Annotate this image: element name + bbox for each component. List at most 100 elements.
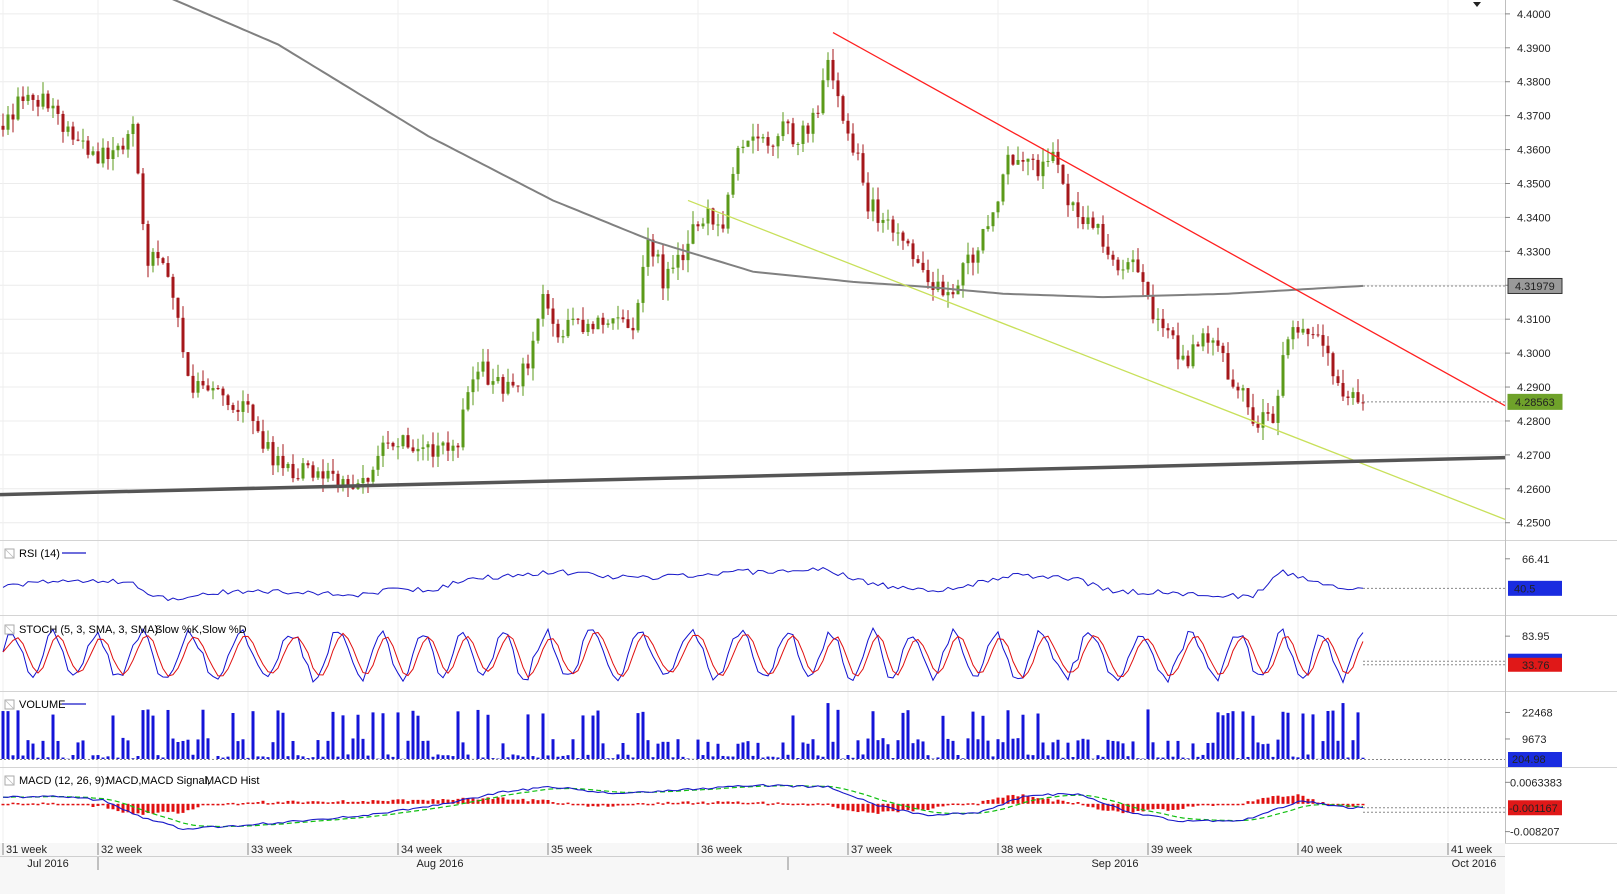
- macd-hist-bar: [571, 803, 575, 806]
- indicator-title: RSI (14): [19, 548, 60, 560]
- price-tick-label: 4.2600: [1517, 484, 1551, 496]
- volume-bar: [226, 756, 230, 759]
- volume-bar: [256, 756, 260, 759]
- stoch-k-box: [1508, 653, 1562, 662]
- volume-bar: [476, 709, 480, 759]
- indicator-title: VOLUME: [19, 699, 65, 711]
- macd-hist-bar: [511, 799, 515, 804]
- volume-bar: [1031, 755, 1035, 759]
- candle-down: [621, 317, 625, 320]
- macd-hist-bar: [821, 803, 825, 806]
- macd-hist-bar: [921, 803, 925, 810]
- support-trendline[interactable]: [0, 455, 1506, 497]
- macd-hist-bar: [981, 800, 985, 804]
- collapse-icon[interactable]: [4, 624, 15, 635]
- macd-hist-bar: [1046, 798, 1050, 804]
- candle-down: [1316, 334, 1320, 336]
- macd-hist-bar: [56, 803, 60, 806]
- candle-up: [531, 340, 535, 369]
- candle-up: [26, 94, 30, 102]
- candle-down: [11, 114, 15, 120]
- macd-hist-bar: [1131, 803, 1135, 813]
- macd-hist-bar: [226, 803, 230, 805]
- volume-bar: [896, 740, 900, 759]
- candle-up: [316, 471, 320, 478]
- candle-up: [1261, 412, 1265, 428]
- volume-bar: [1161, 757, 1165, 759]
- volume-bar: [511, 754, 515, 759]
- candle-up: [871, 199, 875, 212]
- volume-bar: [941, 715, 945, 759]
- scroll-down-icon[interactable]: [1473, 2, 1481, 7]
- candle-up: [656, 254, 660, 257]
- candle-up: [41, 93, 45, 107]
- volume-bar: [311, 757, 315, 759]
- candle-down: [681, 254, 685, 261]
- indicator-title: MACD (12, 26, 9):: [19, 775, 108, 787]
- macd-hist-bar: [146, 803, 150, 814]
- volume-bar: [1186, 758, 1190, 759]
- candle-up: [826, 59, 830, 81]
- channel-trendline[interactable]: [687, 199, 1506, 520]
- candle-down: [1056, 151, 1060, 165]
- volume-bar: [1001, 742, 1005, 759]
- macd-hist-bar: [951, 803, 955, 806]
- candle-up: [691, 224, 695, 244]
- volume-bar: [76, 742, 80, 759]
- candle-up: [636, 302, 640, 331]
- macd-hist-bar: [971, 803, 975, 805]
- macd-hist-bar: [926, 803, 930, 811]
- macd-hist-bar: [416, 799, 420, 804]
- candle-down: [1146, 281, 1150, 297]
- volume-bar: [191, 754, 195, 759]
- macd-hist-bar: [1351, 803, 1355, 807]
- volume-bar: [711, 756, 715, 759]
- candle-down: [526, 363, 530, 369]
- candle-down: [771, 145, 775, 147]
- candle-down: [971, 254, 975, 263]
- macd-value-box: [1508, 800, 1562, 816]
- macd-hist-bar: [166, 803, 170, 813]
- macd-hist-bar: [486, 797, 490, 804]
- macd-hist-bar: [861, 803, 865, 812]
- volume-bar: [356, 714, 360, 759]
- candle-down: [191, 375, 195, 393]
- volume-bar: [1086, 739, 1090, 759]
- macd-hist-bar: [1006, 795, 1010, 804]
- macd-hist-bar: [1296, 794, 1300, 804]
- candle-down: [916, 259, 920, 263]
- candle-up: [1051, 151, 1055, 162]
- candle-down: [841, 96, 845, 121]
- resistance-trendline[interactable]: [832, 31, 1506, 407]
- month-label: Oct 2016: [1452, 858, 1497, 870]
- volume-bar: [596, 710, 600, 759]
- candle-up: [1006, 154, 1010, 175]
- macd-hist-bar: [251, 802, 255, 805]
- macd-legend: MACD,: [106, 775, 141, 787]
- macd-hist-bar: [631, 803, 635, 806]
- collapse-icon[interactable]: [4, 699, 15, 710]
- candle-down: [1341, 382, 1345, 397]
- candle-down: [456, 445, 460, 448]
- candle-down: [56, 105, 60, 114]
- volume-bar: [611, 758, 615, 759]
- collapse-icon[interactable]: [4, 548, 15, 559]
- volume-bar: [1351, 740, 1355, 759]
- candle-up: [1191, 344, 1195, 367]
- macd-hist-bar: [141, 803, 145, 815]
- macd-hist-bar: [306, 801, 310, 804]
- macd-hist-bar: [346, 801, 350, 804]
- macd-hist-bar: [1041, 799, 1045, 804]
- macd-hist-bar: [856, 803, 860, 813]
- volume-bar: [551, 739, 555, 759]
- macd-hist-bar: [1021, 794, 1025, 804]
- candle-down: [816, 112, 820, 114]
- candle-up: [781, 121, 785, 137]
- collapse-icon[interactable]: [4, 775, 15, 786]
- volume-bar: [381, 713, 385, 759]
- candle-down: [256, 421, 260, 432]
- candle-up: [641, 266, 645, 303]
- candle-down: [366, 477, 370, 482]
- candle-down: [721, 224, 725, 229]
